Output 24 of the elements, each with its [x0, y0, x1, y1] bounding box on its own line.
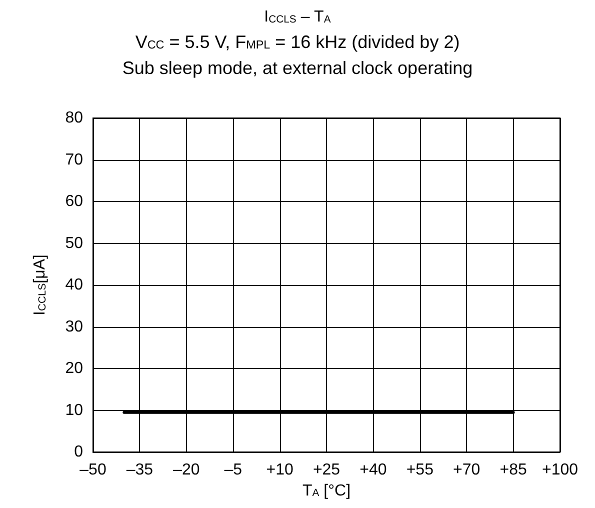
x-tick-label: +85 [500, 462, 527, 478]
y-tick-label: 30 [65, 318, 84, 336]
y-tick-label: 60 [65, 193, 84, 210]
y-tick-label: 10 [65, 402, 84, 419]
x-tick-label: +55 [406, 462, 434, 478]
x-tick-label: –20 [173, 462, 200, 478]
x-axis-title: TA [°C] [302, 482, 350, 500]
chart-subtitle: VCC = 5.5 V, FMPL = 16 kHz (divided by 2) Sub sleep mode, at external clock operating [122, 32, 473, 78]
x-tick-label: +10 [266, 462, 294, 478]
x-tick-label: +25 [312, 462, 340, 478]
chart-title: ICCLS – TA [264, 8, 331, 26]
x-tick-label: +70 [453, 462, 480, 478]
y-tick-label: 50 [65, 234, 84, 252]
y-tick-label: 0 [74, 444, 84, 460]
x-tick-label: –50 [80, 462, 106, 478]
x-tick-label: +100 [542, 462, 578, 478]
y-axis-title: ICCLS[μA] [32, 254, 48, 316]
x-tick-label: +40 [360, 462, 387, 478]
y-tick-label: 70 [65, 151, 84, 168]
y-tick-label: 80 [65, 110, 84, 126]
y-tick-label: 40 [65, 276, 84, 294]
x-tick-label: –35 [126, 462, 154, 478]
x-tick-label: –5 [224, 462, 242, 478]
y-tick-label: 20 [65, 360, 84, 377]
